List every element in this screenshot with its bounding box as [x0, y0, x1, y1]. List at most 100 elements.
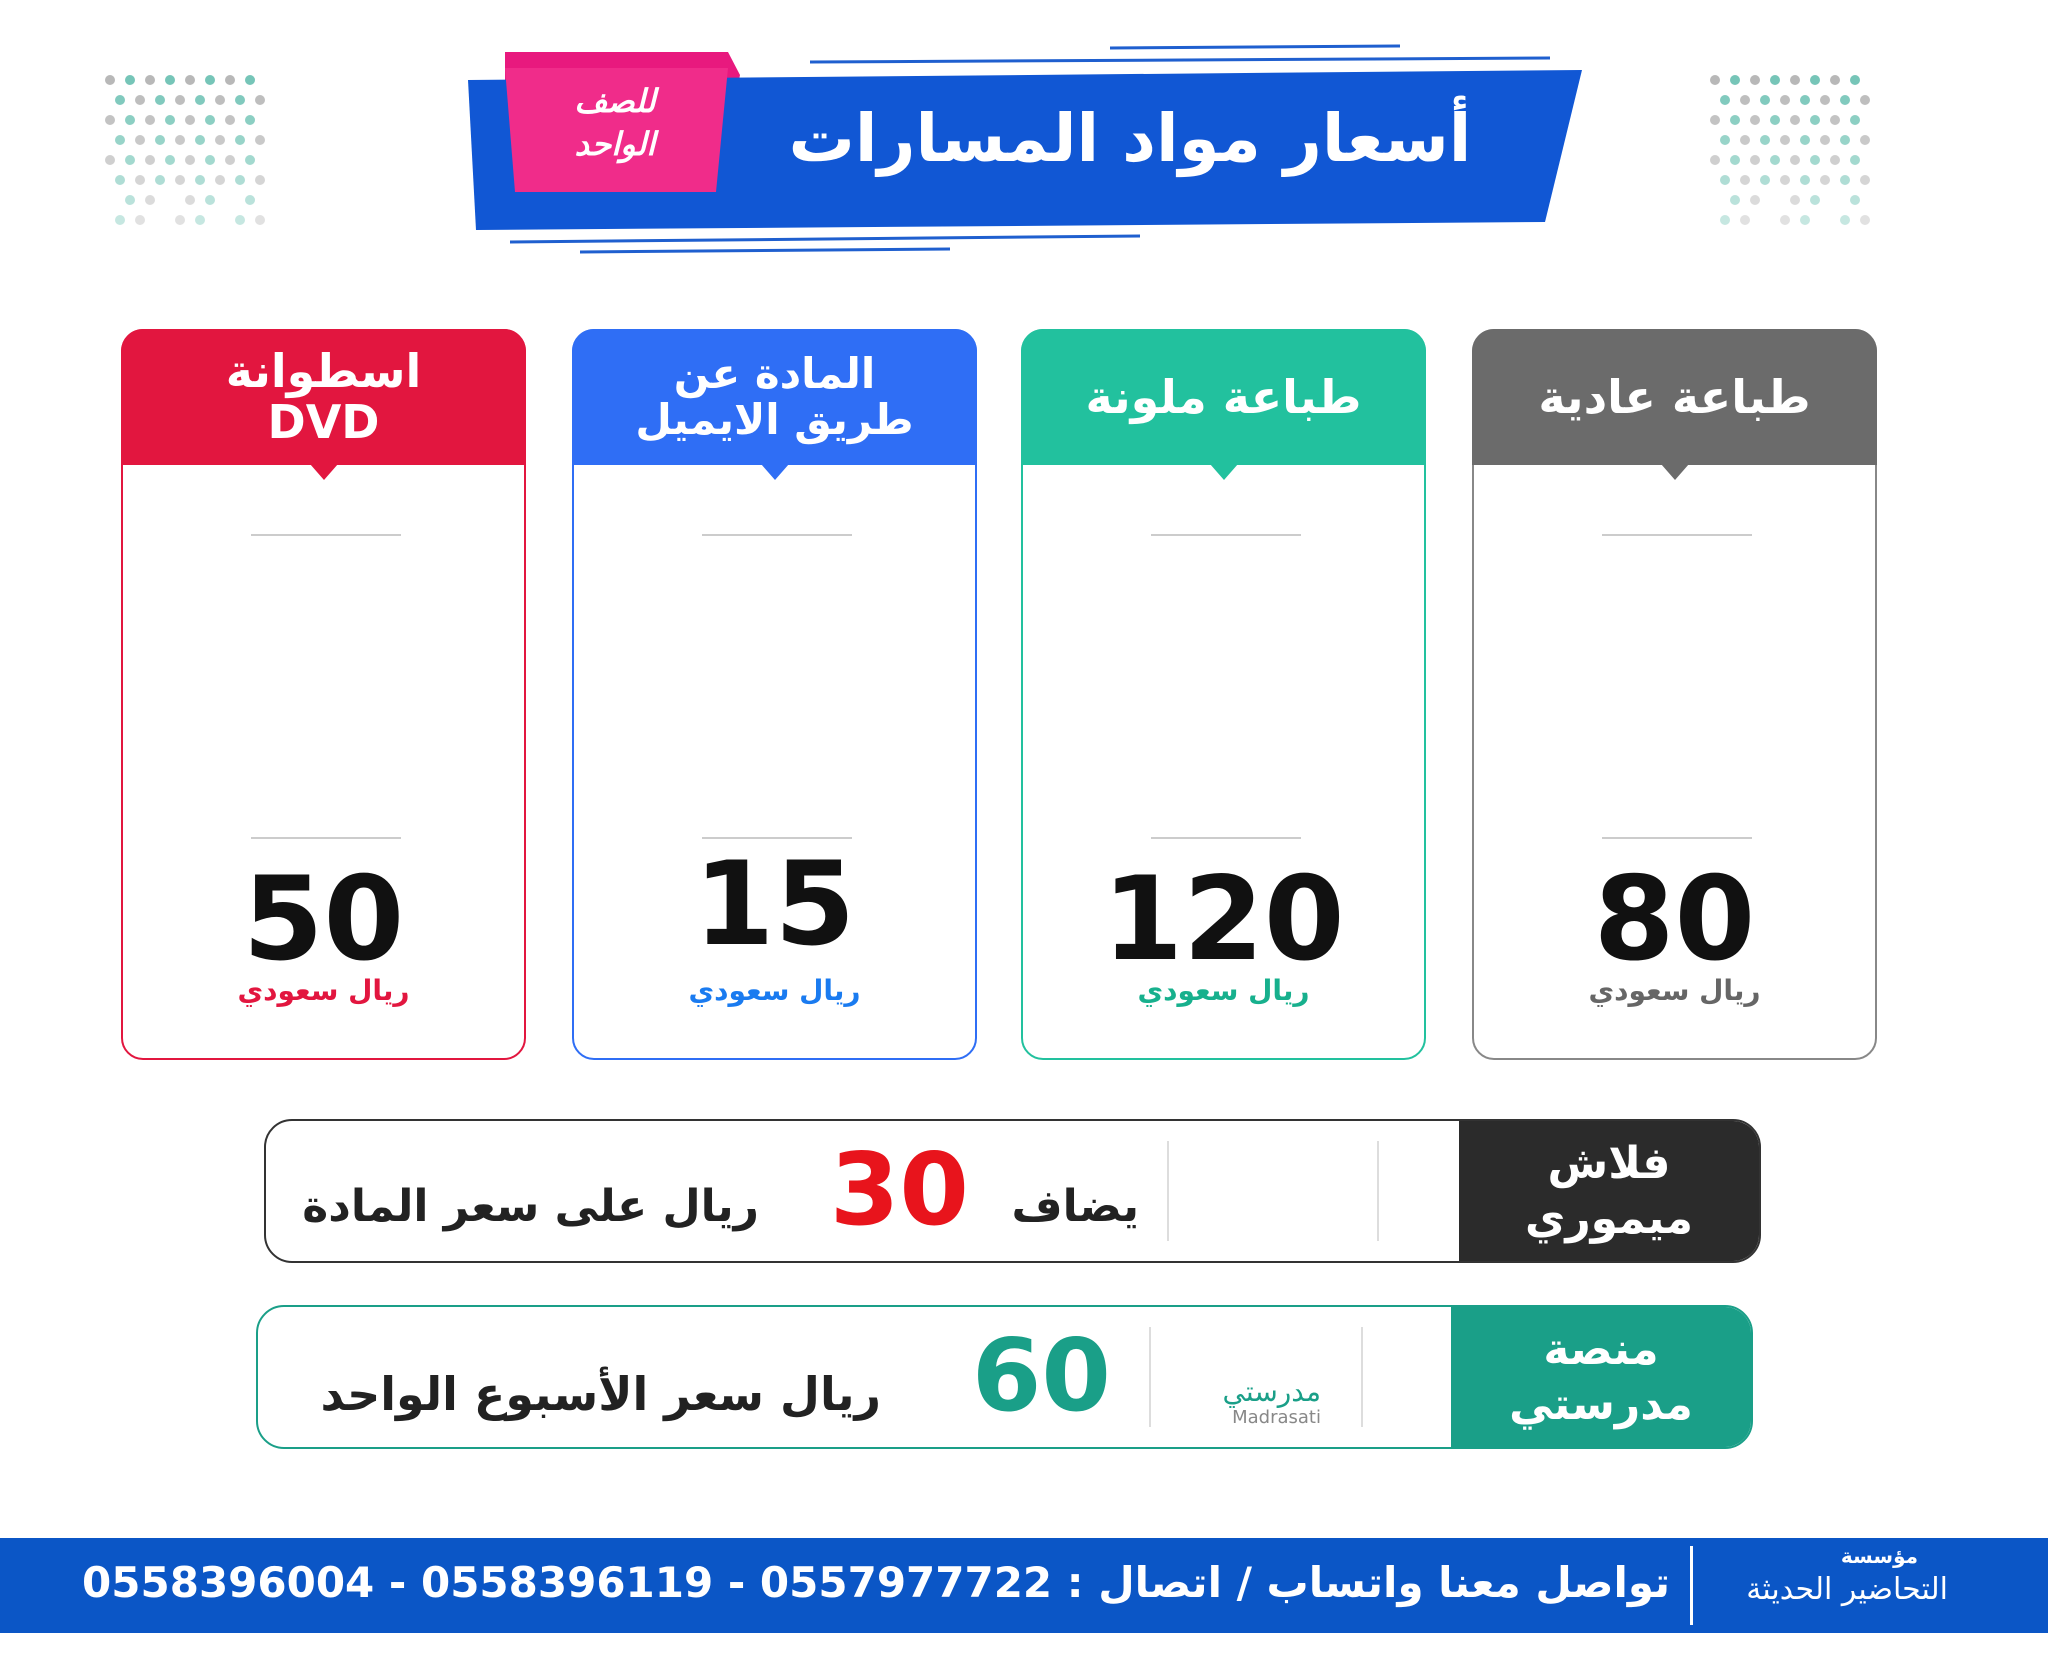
decor-dot	[1800, 95, 1810, 105]
decor-dot	[115, 135, 125, 145]
decor-dot	[135, 135, 145, 145]
decor-dot	[155, 135, 165, 145]
price: 120	[1102, 852, 1345, 987]
decor-dot	[1830, 75, 1840, 85]
currency: ريال سعودي	[1588, 974, 1761, 1007]
decor-dot	[255, 215, 265, 225]
decor-dot	[125, 75, 135, 85]
decor-dot	[235, 135, 245, 145]
decor-dot	[1810, 195, 1820, 205]
decor-dot	[115, 215, 125, 225]
decor-dot	[1830, 155, 1840, 165]
decor-dot	[1860, 215, 1870, 225]
decor-dot	[145, 115, 155, 125]
card-title: طباعة عادية	[1472, 329, 1877, 465]
decor-dot	[255, 175, 265, 185]
decor-dot	[245, 75, 255, 85]
decor-dot	[1760, 95, 1770, 105]
decor-dot	[205, 155, 215, 165]
decor-dot	[155, 175, 165, 185]
decor-dot	[1820, 95, 1830, 105]
decor-dot	[1760, 175, 1770, 185]
decor-dot	[1710, 115, 1720, 125]
decor-dot	[1840, 95, 1850, 105]
decor-dot	[1790, 155, 1800, 165]
decor-dot	[1790, 195, 1800, 205]
decor-dot	[1730, 195, 1740, 205]
brand: التحاضير الحديثة	[1746, 1572, 1948, 1607]
decor-dot	[1710, 155, 1720, 165]
decor-dot	[155, 95, 165, 105]
row-label: منصة مدرستي	[1451, 1307, 1751, 1447]
decor-dot	[175, 175, 185, 185]
decor-dot	[1770, 115, 1780, 125]
row-text: ريال سعر الأسبوع الواحد	[320, 1367, 881, 1421]
decor-dot	[195, 95, 205, 105]
decor-dot	[1750, 195, 1760, 205]
decor-dot	[1850, 75, 1860, 85]
decor-dot	[135, 215, 145, 225]
decor-dot	[225, 115, 235, 125]
decor-dot	[105, 75, 115, 85]
decor-dot	[245, 195, 255, 205]
decor-dot	[1730, 155, 1740, 165]
decor-dot	[1810, 115, 1820, 125]
decor-dot	[1780, 215, 1790, 225]
decor-dot	[1820, 175, 1830, 185]
decor-dot	[225, 75, 235, 85]
decor-dot	[145, 75, 155, 85]
decor-dot	[165, 115, 175, 125]
decor-dot	[1800, 175, 1810, 185]
icon-text: SanDisk	[1293, 1182, 1360, 1220]
price-card: المادة عن طريق الايميل 15 ريال سعودي	[572, 329, 977, 1060]
decor-dot	[1740, 215, 1750, 225]
decor-dot	[1780, 175, 1790, 185]
decor-dot	[1730, 115, 1740, 125]
decor-dot	[215, 135, 225, 145]
card-title: طباعة ملونة	[1021, 329, 1426, 465]
brand-top: مؤسسة	[1840, 1544, 1918, 1568]
decor-dot	[175, 135, 185, 145]
decor-dot	[235, 95, 245, 105]
decor-dot	[245, 155, 255, 165]
decor-dot	[185, 155, 195, 165]
price-card: طباعة عادية 80 ريال سعودي	[1472, 329, 1877, 1060]
currency: ريال سعودي	[1137, 974, 1310, 1007]
decor-dot	[1780, 135, 1790, 145]
header-lines	[509, 44, 1551, 254]
decor-dot	[175, 95, 185, 105]
decor-dot	[1790, 75, 1800, 85]
row-text: يضاف	[1011, 1181, 1139, 1232]
decor-dot	[1720, 215, 1730, 225]
decor-dot	[105, 155, 115, 165]
title: أسعار مواد المسارات	[788, 100, 1472, 177]
decor-dot	[1740, 95, 1750, 105]
decor-dot	[225, 155, 235, 165]
icon-text: مدرستي	[1222, 1375, 1321, 1408]
decor-dot	[195, 135, 205, 145]
badge-face	[505, 68, 728, 192]
decor-dot	[1720, 135, 1730, 145]
price-card: اسطوانة DVD 50 ريال سعودي	[121, 329, 526, 1060]
decor-dot	[1840, 215, 1850, 225]
decor-dot	[115, 175, 125, 185]
contact: تواصل معنا واتساب / اتصال : 0557977722 -…	[82, 1558, 1670, 1607]
decor-dot	[165, 155, 175, 165]
decor-dot	[235, 175, 245, 185]
decor-dot	[205, 75, 215, 85]
price: 50	[242, 852, 405, 987]
decor-dot	[125, 195, 135, 205]
decor-dot	[1730, 75, 1740, 85]
price: 80	[1593, 852, 1756, 987]
card-title: اسطوانة DVD	[121, 329, 526, 465]
decor-dot	[125, 155, 135, 165]
row-text: ريال على سعر المادة	[302, 1181, 759, 1232]
decor-dot	[1830, 115, 1840, 125]
decor-dot	[1740, 175, 1750, 185]
decor-dot	[1750, 75, 1760, 85]
madrasati-row: منصة مدرستي 60 ريال سعر الأسبوع الواحد م…	[256, 1305, 1753, 1449]
row-amount: 60	[971, 1317, 1111, 1434]
decor-dot	[215, 95, 225, 105]
decor-dot	[1710, 75, 1720, 85]
card-title: المادة عن طريق الايميل	[572, 329, 977, 465]
